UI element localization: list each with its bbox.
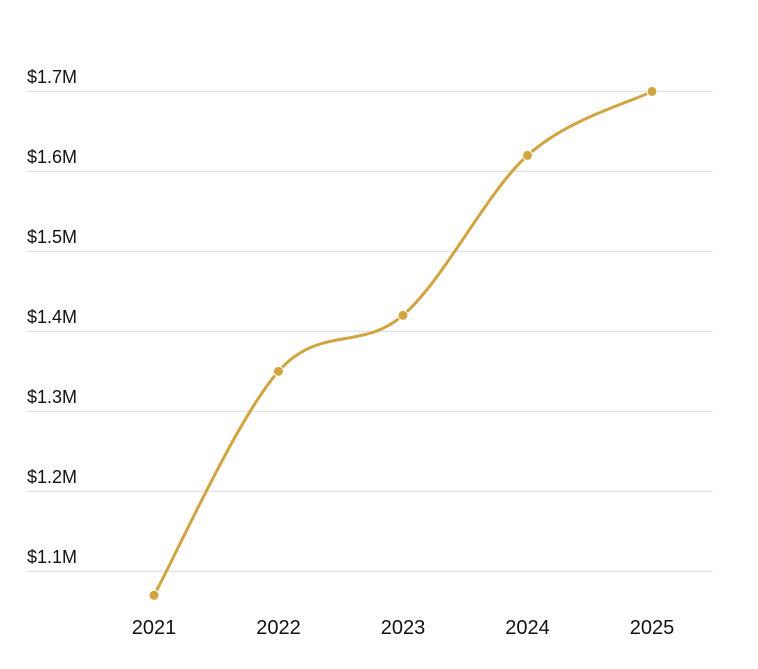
data-point-2023[interactable] bbox=[397, 309, 409, 321]
x-axis-tick-label: 2022 bbox=[256, 617, 301, 639]
y-axis-tick-label: $1.2M bbox=[27, 467, 78, 488]
y-axis-tick-label: $1.1M bbox=[27, 547, 78, 568]
data-point-2022[interactable] bbox=[273, 365, 284, 377]
y-axis-tick-label: $1.7M bbox=[27, 67, 78, 88]
data-point-2024[interactable] bbox=[522, 149, 533, 161]
data-point-2025[interactable] bbox=[646, 85, 658, 97]
data-point-2021[interactable] bbox=[148, 589, 160, 601]
x-axis-tick-label: 2024 bbox=[505, 617, 550, 639]
x-axis-tick-label: 2025 bbox=[629, 617, 675, 639]
line-series bbox=[152, 89, 654, 597]
x-axis-tick-label: 2023 bbox=[380, 617, 426, 639]
y-axis-tick-label: $1.4M bbox=[27, 307, 78, 328]
y-axis-tick-label: $1.5M bbox=[27, 227, 78, 248]
y-axis-tick-label: $1.6M bbox=[27, 147, 78, 168]
x-axis-tick-label: 2021 bbox=[131, 617, 177, 639]
y-axis-tick-label: $1.3M bbox=[27, 387, 78, 408]
